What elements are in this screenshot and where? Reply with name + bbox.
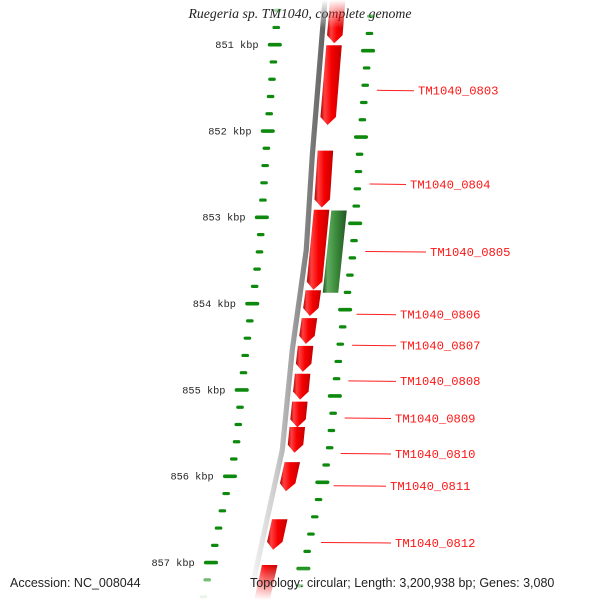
svg-text:853 kbp: 853 kbp (202, 213, 245, 225)
svg-text:TM1040_0808: TM1040_0808 (400, 375, 480, 389)
svg-text:TM1040_0804: TM1040_0804 (410, 178, 490, 192)
svg-text:TM1040_0810: TM1040_0810 (395, 448, 475, 462)
svg-text:TM1040_0803: TM1040_0803 (418, 85, 498, 99)
svg-text:851 kbp: 851 kbp (215, 40, 258, 52)
svg-text:856 kbp: 856 kbp (170, 472, 213, 484)
svg-text:TM1040_0805: TM1040_0805 (430, 246, 510, 260)
svg-text:852 kbp: 852 kbp (208, 126, 251, 138)
svg-text:TM1040_0806: TM1040_0806 (400, 309, 480, 323)
svg-text:TM1040_0809: TM1040_0809 (395, 412, 475, 426)
svg-text:855 kbp: 855 kbp (182, 385, 225, 397)
svg-text:TM1040_0812: TM1040_0812 (395, 537, 475, 551)
svg-text:TM1040_0807: TM1040_0807 (400, 340, 480, 354)
svg-text:857 kbp: 857 kbp (151, 558, 194, 570)
svg-text:854 kbp: 854 kbp (193, 299, 236, 311)
svg-text:TM1040_0811: TM1040_0811 (390, 480, 470, 494)
